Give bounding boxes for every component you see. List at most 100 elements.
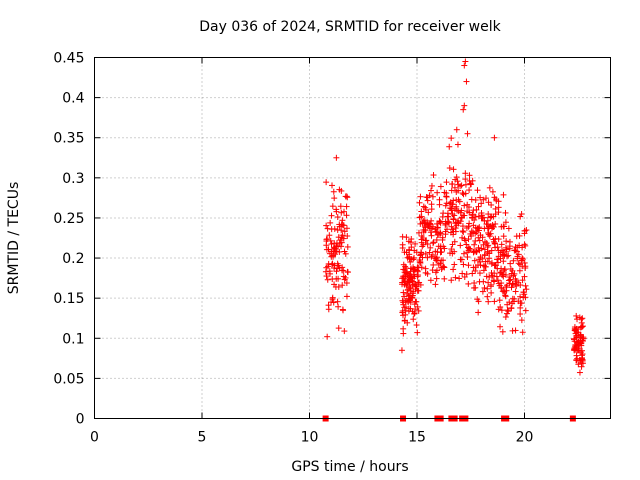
data-point [403,249,410,256]
data-point [488,269,495,276]
data-point [484,258,491,265]
data-point [492,205,499,212]
data-point [408,244,415,251]
data-point [516,232,523,239]
data-point [323,236,330,243]
data-point [461,62,468,69]
data-point [434,224,441,231]
data-point [518,211,525,218]
data-point [449,211,456,218]
data-point [519,329,526,336]
data-point [451,184,458,191]
data-point [429,193,436,200]
data-point [408,236,415,243]
data-point [329,182,336,189]
data-point [433,236,440,243]
data-point [489,188,496,195]
y-tick-label: 0.45 [53,51,84,67]
data-point [399,309,406,316]
data-point [413,322,420,329]
data-point [439,234,446,241]
data-point [500,258,507,265]
data-point [519,244,526,251]
x-tick-label: 5 [198,430,207,446]
data-point [428,187,435,194]
data-point [329,260,336,267]
data-point [449,180,456,187]
data-point [465,236,472,243]
data-point [451,238,458,245]
data-point [490,223,497,230]
data-point [480,267,487,274]
data-point [341,228,348,235]
data-point [343,225,350,232]
data-point [510,257,517,264]
data-point [440,257,447,264]
data-point [437,245,444,252]
data-point [495,236,502,243]
data-point [338,209,345,216]
data-point [406,284,413,291]
data-point [499,247,506,254]
data-point [463,271,470,278]
y-tick-label: 0.2 [62,251,84,267]
data-point [474,187,481,194]
data-point [450,266,457,273]
data-point [491,240,498,247]
data-point [412,266,419,273]
data-point [517,304,524,311]
data-point [331,240,338,247]
data-point [500,233,507,240]
data-point [414,329,421,336]
data-point [505,225,512,232]
data-point [480,241,487,248]
data-point [478,200,485,207]
ticks-layer: 0 0.05 0.1 0.15 0.2 0.25 0.3 0.35 0.4 0.45 0 5 10 15 2… [53,51,611,446]
data-point [324,333,331,340]
data-point [442,228,449,235]
data-point [334,260,341,267]
data-point [341,328,348,335]
data-point [432,228,439,235]
data-point [522,263,529,270]
data-point [329,276,336,283]
data-point [462,170,469,177]
data-point [450,166,457,173]
data-point [476,247,483,254]
data-point [458,182,465,189]
data-point [415,307,422,314]
data-point [343,212,350,219]
data-point [336,221,343,228]
data-point [464,208,471,215]
data-point [496,297,503,304]
data-point [487,222,494,229]
data-point [497,323,504,330]
data-point [460,250,467,257]
data-point [501,288,508,295]
data-point [450,216,457,223]
data-point [442,221,449,228]
data-point [468,233,475,240]
data-point [418,208,425,215]
data-point [519,277,526,284]
data-point [337,203,344,210]
data-point [408,274,415,281]
data-point [513,248,520,255]
data-point [481,284,488,291]
data-point [419,220,426,227]
data-point [574,316,581,323]
data-point [455,219,462,226]
data-point [429,267,436,274]
data-point [479,214,486,221]
chart-title: Day 036 of 2024, SRMTID for receiver wel… [199,19,501,35]
data-point [472,267,479,274]
data-point [412,240,419,247]
data-point [412,281,419,288]
data-point [416,199,423,206]
data-point [492,262,499,269]
data-point [506,243,513,250]
data-point [471,257,478,264]
data-point [487,283,494,290]
data-point [327,219,334,226]
